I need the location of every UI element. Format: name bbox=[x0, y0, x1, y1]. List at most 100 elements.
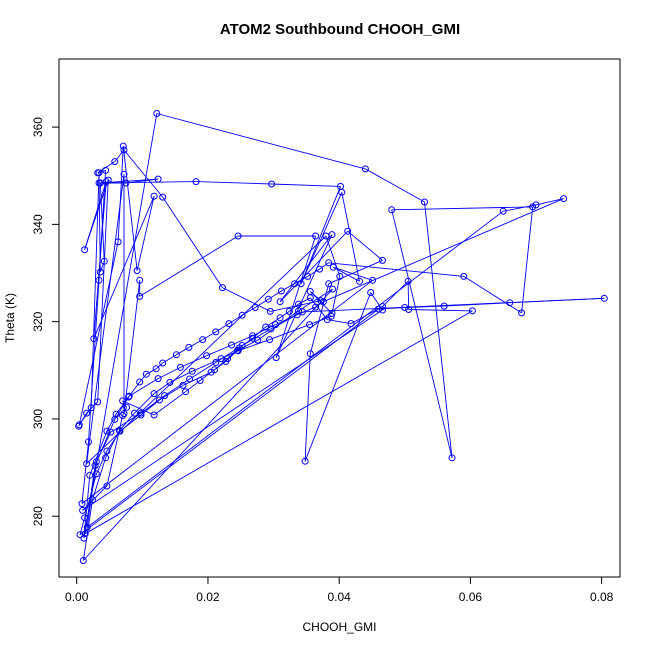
data-point bbox=[179, 381, 187, 389]
data-point bbox=[86, 471, 94, 479]
series-segment bbox=[509, 297, 605, 304]
series-segment bbox=[407, 281, 410, 310]
data-point bbox=[325, 280, 333, 288]
data-point bbox=[532, 201, 540, 209]
series-segment bbox=[391, 206, 533, 211]
series-segment bbox=[155, 362, 163, 370]
series-segment bbox=[180, 355, 207, 368]
data-point bbox=[133, 267, 141, 275]
data-point bbox=[440, 302, 448, 310]
data-point bbox=[238, 311, 246, 319]
series-segment bbox=[254, 298, 269, 308]
y-tick-label: 300 bbox=[31, 409, 45, 429]
data-point bbox=[95, 276, 103, 284]
data-point bbox=[388, 206, 396, 214]
data-point bbox=[203, 352, 211, 360]
data-point bbox=[83, 523, 91, 531]
data-point bbox=[276, 314, 284, 322]
data-point bbox=[125, 392, 133, 400]
data-point bbox=[172, 351, 180, 359]
data-point bbox=[85, 438, 92, 446]
data-point bbox=[356, 277, 363, 285]
series-segment bbox=[196, 181, 272, 185]
series-segment bbox=[331, 276, 341, 314]
series-segment bbox=[341, 192, 360, 282]
series-segment bbox=[309, 291, 333, 314]
data-point bbox=[249, 332, 257, 340]
data-point bbox=[119, 412, 127, 419]
data-point bbox=[159, 193, 167, 201]
data-point bbox=[404, 277, 412, 285]
data-point bbox=[131, 409, 138, 417]
series-segment bbox=[81, 441, 89, 504]
series-segment bbox=[347, 230, 383, 261]
data-point bbox=[251, 304, 259, 311]
data-point bbox=[234, 347, 242, 355]
data-point bbox=[212, 359, 220, 366]
data-point bbox=[325, 259, 333, 267]
data-point bbox=[185, 343, 193, 351]
data-point bbox=[421, 198, 428, 206]
data-point bbox=[468, 307, 476, 315]
data-point bbox=[276, 298, 284, 306]
data-point bbox=[293, 311, 301, 319]
data-point bbox=[155, 396, 163, 404]
series-segment bbox=[202, 331, 217, 340]
series-segment bbox=[140, 395, 165, 414]
y-tick-label: 340 bbox=[31, 214, 45, 234]
series-segment bbox=[105, 430, 120, 459]
series-segment bbox=[119, 412, 135, 431]
data-point bbox=[401, 304, 409, 311]
y-axis-label: Theta (K) bbox=[3, 293, 17, 343]
series-segment bbox=[241, 307, 256, 316]
series-segment bbox=[117, 146, 124, 242]
data-point bbox=[199, 336, 207, 344]
data-point bbox=[91, 462, 99, 470]
series-segment bbox=[119, 414, 142, 432]
series-segment bbox=[159, 385, 184, 401]
data-point bbox=[264, 295, 272, 303]
series-segment bbox=[279, 234, 333, 302]
series-segment bbox=[164, 378, 190, 396]
series-segment bbox=[327, 319, 352, 325]
series-segment bbox=[90, 172, 100, 408]
data-point bbox=[81, 514, 89, 522]
series-segment bbox=[268, 290, 282, 300]
data-point bbox=[298, 308, 306, 316]
data-point bbox=[328, 231, 336, 239]
data-point bbox=[268, 180, 276, 188]
series-segment bbox=[189, 362, 217, 380]
series-segment bbox=[382, 280, 409, 307]
series-segment bbox=[169, 370, 193, 383]
x-axis-label: CHOOH_GMI bbox=[302, 620, 376, 634]
data-point bbox=[152, 365, 160, 373]
data-point bbox=[328, 309, 336, 317]
data-point bbox=[272, 321, 279, 329]
data-point bbox=[83, 409, 91, 417]
series-segment bbox=[333, 266, 373, 281]
data-point bbox=[367, 289, 375, 296]
series-segment bbox=[84, 473, 97, 518]
data-point bbox=[192, 178, 200, 186]
data-point bbox=[154, 375, 162, 383]
series-segment bbox=[123, 149, 164, 198]
series-segment bbox=[153, 391, 186, 416]
series-segment bbox=[294, 276, 308, 285]
data-point bbox=[104, 176, 112, 184]
data-point bbox=[120, 146, 128, 154]
data-point bbox=[119, 397, 127, 405]
data-point bbox=[136, 378, 144, 386]
data-point bbox=[347, 320, 355, 328]
series-segment bbox=[378, 307, 405, 310]
data-point bbox=[285, 307, 293, 315]
data-point bbox=[518, 309, 526, 317]
series-segment bbox=[535, 198, 564, 206]
series-segment bbox=[424, 201, 453, 458]
series-segment bbox=[88, 280, 100, 442]
data-point bbox=[600, 294, 608, 302]
y-axis: 280 300 320 340 360 bbox=[31, 117, 60, 526]
series-segment bbox=[231, 335, 253, 346]
data-point bbox=[150, 411, 158, 419]
series-segment bbox=[309, 315, 332, 326]
data-point bbox=[212, 328, 220, 336]
